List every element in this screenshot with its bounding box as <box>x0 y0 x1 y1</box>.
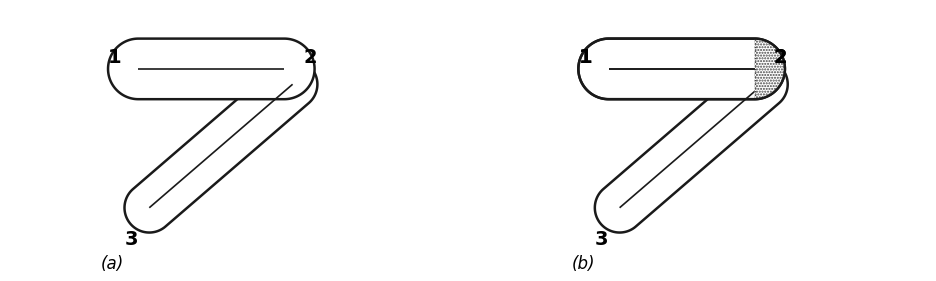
Text: 1: 1 <box>108 48 122 67</box>
Text: 1: 1 <box>578 48 592 67</box>
Text: (b): (b) <box>571 255 594 273</box>
Polygon shape <box>578 38 784 99</box>
Text: 2: 2 <box>303 48 317 67</box>
Text: 2: 2 <box>773 48 787 67</box>
Text: (a): (a) <box>101 255 124 273</box>
Text: 1: 1 <box>578 48 592 67</box>
Text: 2: 2 <box>773 48 787 67</box>
Text: 3: 3 <box>594 230 607 249</box>
Text: 3: 3 <box>124 230 138 249</box>
Polygon shape <box>594 60 787 233</box>
Polygon shape <box>753 38 784 99</box>
Polygon shape <box>108 38 314 99</box>
Polygon shape <box>124 60 317 233</box>
